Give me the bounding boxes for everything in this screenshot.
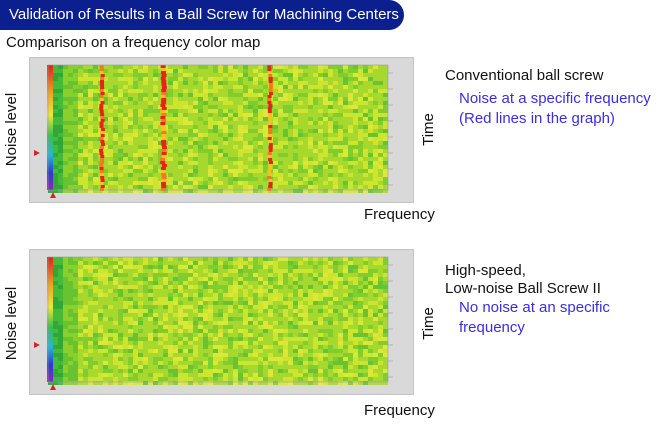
panel-title-line: Conventional ball screw bbox=[445, 67, 604, 84]
noise-line bbox=[160, 65, 167, 191]
frequency-color-map-low-noise bbox=[29, 249, 414, 395]
panel-note-line: frequency bbox=[459, 319, 525, 336]
panel-title-line: High-speed, bbox=[445, 262, 526, 279]
color-map-texture bbox=[48, 257, 388, 385]
panel-title: Conventional ball screw bbox=[445, 67, 603, 85]
level-marker bbox=[34, 150, 40, 156]
y-axis-label: Noise level bbox=[3, 92, 21, 167]
panel-title-line: Low-noise Ball Screw II bbox=[445, 280, 601, 297]
level-marker bbox=[34, 342, 40, 348]
frequency-marker bbox=[50, 384, 56, 390]
page-subtitle: Comparison on a frequency color map bbox=[6, 34, 261, 51]
plot-frame bbox=[47, 64, 389, 191]
color-scale-bar bbox=[47, 257, 53, 382]
color-map-texture bbox=[48, 65, 388, 193]
panel-note: No noise at an specific frequency bbox=[459, 298, 610, 338]
frequency-marker bbox=[50, 192, 56, 198]
plot-frame bbox=[47, 256, 389, 383]
x-axis-label: Frequency bbox=[364, 402, 435, 419]
panel-note-line: Noise at a specific frequency bbox=[459, 90, 651, 107]
frequency-color-map-conventional bbox=[29, 57, 414, 203]
y-axis-label: Noise level bbox=[3, 286, 21, 361]
noise-line bbox=[99, 65, 105, 191]
noise-line bbox=[267, 65, 273, 191]
panel-note-line: No noise at an specific bbox=[459, 299, 610, 316]
panel-note: Noise at a specific frequency (Red lines… bbox=[459, 89, 651, 129]
right-axis-label: Time bbox=[419, 307, 437, 340]
page-title: Validation of Results in a Ball Screw fo… bbox=[0, 0, 404, 30]
color-scale-bar bbox=[47, 65, 53, 190]
panel-title: High-speed, Low-noise Ball Screw II bbox=[445, 262, 601, 298]
x-axis-label: Frequency bbox=[364, 206, 435, 223]
right-axis-label: Time bbox=[419, 113, 437, 146]
panel-note-line: (Red lines in the graph) bbox=[459, 110, 615, 127]
